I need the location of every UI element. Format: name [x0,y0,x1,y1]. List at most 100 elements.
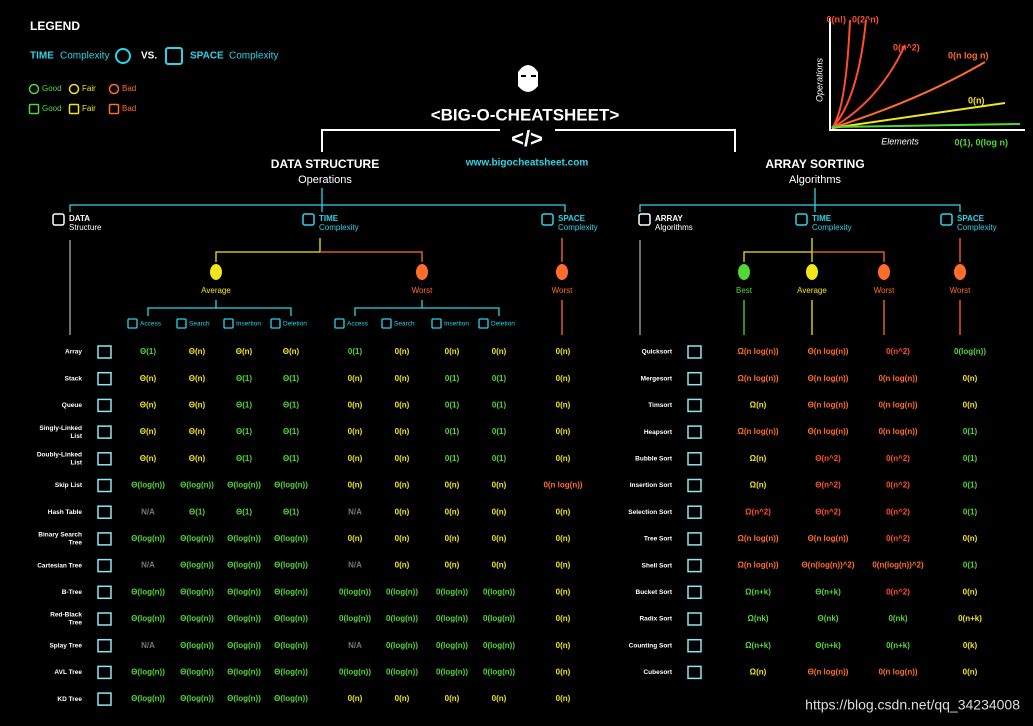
complexity-cell: 0(n) [556,374,571,383]
complexity-cell: 0(n) [556,641,571,650]
complexity-cell: 0(log(n)) [436,668,468,677]
url: www.bigocheatsheet.com [465,158,589,169]
complexity-cell: Ω(n) [750,668,767,677]
group-sub: Algorithms [655,223,693,232]
complexity-cell: Ω(n log(n)) [737,347,778,356]
complexity-cell: 0(log(n)) [483,668,515,677]
complexity-cell: Θ(n log(n)) [808,374,849,383]
algorithm-name: Insertion Sort [630,482,673,489]
complexity-cell: Θ(n) [189,347,206,356]
operation-icon [334,318,345,329]
complexity-cell: 0(n) [348,481,363,490]
operation-label: Access [140,321,162,328]
case-label: Worst [552,286,574,295]
graph-x-label: Elements [881,136,919,146]
operation-icon [127,318,138,329]
complexity-cell: Θ(n log(n)) [808,347,849,356]
operation-icon [431,318,442,329]
complexity-cell: 0(n) [556,694,571,703]
complexity-cell: N/A [348,641,362,650]
complexity-cell: Θ(n) [189,454,206,463]
group-title: TIME [319,214,339,223]
case-label: Average [201,286,231,295]
mask-icon [518,65,538,92]
structure-icon [97,505,112,519]
legend-time-sub: Complexity [60,51,109,62]
complexity-cell: Θ(n log(n)) [808,427,849,436]
complexity-cell: Θ(n) [189,427,206,436]
complexity-cell: 0(n^2) [886,587,910,596]
complexity-cell: Θ(log(n)) [227,694,261,703]
complexity-cell: 0(1) [963,481,978,490]
complexity-cell: 0(n) [395,347,410,356]
complexity-cell: 0(log(n)) [483,614,515,623]
algorithm-name: Quicksort [642,349,673,356]
complexity-cell: 0(log(n)) [436,641,468,650]
complexity-cell: Θ(n log(n)) [808,534,849,543]
sort-title: ARRAY SORTING [765,157,864,171]
complexity-cell: 0(n) [963,534,978,543]
complexity-cell: Θ(log(n)) [227,668,261,677]
complexity-cell: Ω(n log(n)) [737,374,778,383]
structure-icon [97,612,112,626]
complexity-cell: 0(log(n)) [339,668,371,677]
complexity-cell: Ω(n log(n)) [737,427,778,436]
complexity-cell: Θ(log(n)) [274,614,308,623]
complexity-cell: 0(log(n)) [386,587,418,596]
complexity-cell: 0(n) [492,481,507,490]
algorithm-name: Mergesort [641,375,673,382]
complexity-cell: 0(n) [556,587,571,596]
structure-name: Tree [69,540,83,547]
complexity-cell: 0(log(n)) [386,668,418,677]
group-icon [940,213,953,226]
structure-name: Splay Tree [49,642,82,649]
complexity-cell: Θ(log(n)) [180,641,214,650]
complexity-cell: Θ(1) [236,374,252,383]
complexity-cell: 0(nk) [888,614,907,623]
algorithm-name: Timsort [648,402,673,409]
legend-item: Fair [82,84,96,93]
header-bracket [321,129,736,152]
group-icon [638,213,651,226]
algorithm-name: Cubesort [643,669,672,676]
complexity-cell: Θ(log(n)) [227,481,261,490]
case-label: Worst [412,286,434,295]
group-icon [795,213,808,226]
complexity-cell: 0(n) [445,534,460,543]
complexity-cell: Ω(n) [750,401,767,410]
complexity-cell: 0(n log(n)) [543,481,582,490]
complexity-cell: Θ(log(n)) [274,694,308,703]
complexity-cell: 0(1) [445,454,460,463]
complexity-cell: Θ(n+k) [815,641,841,650]
complexity-cell: Θ(log(n)) [180,694,214,703]
structure-name: Stack [65,375,83,382]
operation-label: Access [347,321,369,328]
structure-name: KD Tree [57,696,82,703]
complexity-cell: Ω(n) [750,454,767,463]
case-label: Worst [874,286,896,295]
complexity-cell: 0(n) [395,694,410,703]
structure-name: List [70,433,82,440]
structure-name: Binary Search [38,532,82,539]
complexity-cell: Θ(log(n)) [274,668,308,677]
legend-icon [108,103,120,115]
algorithm-icon [687,532,702,546]
complexity-cell: N/A [348,561,362,570]
complexity-cell: 0(log(n)) [436,587,468,596]
complexity-cell: Ω(n) [750,481,767,490]
curve-label: 0(2^n) [852,14,879,24]
complexity-cell: Θ(1) [236,401,252,410]
complexity-cell: Θ(n^2) [815,507,841,516]
complexity-cell: 0(log(n)) [386,641,418,650]
structure-icon [97,692,112,706]
code-mark: </> [511,126,543,151]
legend-title: LEGEND [30,19,80,33]
complexity-cell: 0(n^2) [886,534,910,543]
mood-mask [416,264,428,280]
complexity-cell: 0(log(n)) [386,614,418,623]
complexity-cell: Θ(log(n)) [274,481,308,490]
operation-label: Search [394,321,415,328]
complexity-cell: Θ(1) [236,427,252,436]
group-title: DATA [69,214,90,223]
